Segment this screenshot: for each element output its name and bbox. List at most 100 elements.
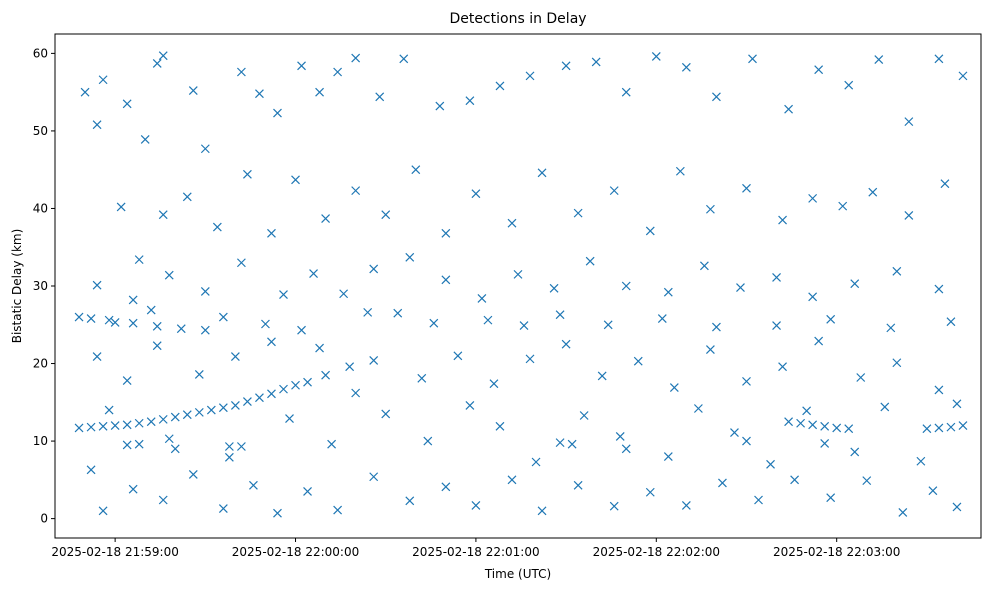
data-point	[555, 438, 565, 448]
data-point	[249, 480, 258, 490]
data-point	[441, 482, 451, 492]
data-point	[796, 418, 806, 428]
data-point	[567, 439, 577, 449]
data-point	[255, 89, 264, 99]
data-points	[74, 51, 968, 518]
data-point	[519, 321, 529, 330]
data-point	[345, 362, 355, 372]
data-point	[369, 264, 379, 274]
data-point	[754, 495, 763, 505]
data-point	[134, 255, 144, 265]
data-point	[333, 67, 343, 77]
data-point	[946, 422, 956, 432]
data-point	[784, 417, 794, 427]
data-point	[393, 308, 403, 318]
data-point	[242, 397, 252, 406]
data-point	[267, 228, 276, 238]
data-point	[128, 295, 138, 305]
data-point	[405, 496, 415, 506]
data-point	[435, 101, 445, 111]
data-point	[158, 495, 168, 505]
data-point	[363, 307, 373, 317]
data-point	[92, 120, 102, 130]
data-point	[429, 318, 439, 328]
data-point	[321, 214, 331, 223]
data-point	[573, 480, 583, 490]
data-point	[621, 444, 631, 454]
data-point	[934, 54, 944, 64]
data-point	[152, 321, 162, 331]
data-point	[922, 424, 932, 434]
data-point	[772, 321, 781, 330]
data-point	[351, 53, 361, 63]
data-point	[200, 287, 210, 296]
data-point	[645, 226, 655, 236]
data-point	[164, 434, 174, 444]
data-point	[621, 87, 631, 97]
data-point	[465, 400, 475, 410]
data-point	[615, 432, 625, 441]
data-point	[158, 210, 168, 220]
data-point	[736, 283, 745, 292]
data-point	[399, 54, 409, 64]
data-point	[772, 273, 781, 282]
data-point	[218, 403, 228, 413]
data-point	[718, 478, 727, 488]
data-point	[200, 144, 210, 154]
y-tick-label: 40	[33, 201, 48, 215]
data-point	[242, 169, 252, 179]
data-point	[537, 168, 547, 178]
data-point	[471, 501, 481, 510]
data-point	[904, 211, 914, 220]
data-point	[128, 484, 138, 494]
data-point	[104, 315, 114, 325]
data-point	[856, 373, 866, 382]
data-point	[92, 280, 102, 290]
data-point	[645, 487, 655, 497]
data-point	[898, 507, 908, 517]
data-point	[513, 269, 523, 279]
data-point	[712, 322, 721, 332]
data-point	[423, 436, 433, 446]
data-point	[411, 165, 421, 175]
data-point	[699, 261, 709, 271]
data-point	[158, 414, 168, 424]
data-point	[122, 99, 132, 109]
data-point	[507, 475, 517, 485]
data-point	[116, 202, 126, 212]
x-axis: 2025-02-18 21:59:00 2025-02-18 22:00:00 20…	[51, 538, 900, 559]
data-point	[778, 362, 787, 372]
data-point	[86, 422, 96, 432]
data-point	[730, 428, 739, 437]
data-point	[916, 456, 926, 466]
data-point	[224, 442, 234, 451]
data-point	[591, 57, 601, 67]
data-point	[315, 87, 324, 97]
data-point	[952, 502, 962, 512]
data-point	[230, 352, 240, 361]
data-point	[86, 314, 96, 323]
data-point	[170, 412, 180, 422]
data-point	[279, 384, 288, 394]
data-point	[621, 281, 631, 291]
data-point	[291, 380, 300, 390]
x-axis-label: Time (UTC)	[484, 567, 551, 581]
data-point	[375, 92, 385, 102]
data-point	[814, 65, 824, 75]
data-point	[309, 269, 318, 279]
data-point	[471, 189, 481, 199]
data-point	[814, 336, 824, 346]
data-point	[441, 275, 451, 285]
data-point	[218, 312, 228, 322]
data-point	[134, 418, 144, 428]
data-point	[170, 444, 180, 454]
data-point	[778, 215, 787, 225]
data-point	[417, 373, 427, 383]
data-point	[934, 385, 944, 395]
data-point	[273, 108, 282, 118]
data-point	[321, 370, 331, 380]
data-point	[261, 319, 270, 329]
data-point	[339, 289, 349, 299]
y-tick-label: 10	[33, 434, 48, 448]
data-point	[369, 472, 379, 482]
